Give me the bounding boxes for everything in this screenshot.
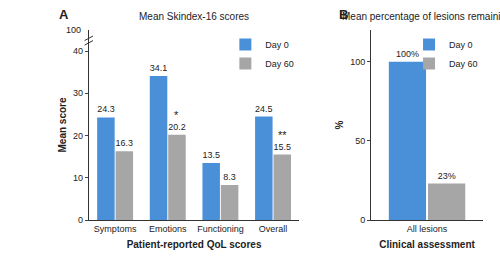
svg-text:100: 100	[350, 57, 365, 67]
svg-text:B: B	[339, 7, 348, 22]
svg-text:50: 50	[355, 136, 365, 146]
svg-text:15.5: 15.5	[274, 142, 291, 152]
svg-text:24.3: 24.3	[97, 104, 114, 114]
svg-text:Day 0: Day 0	[265, 40, 289, 50]
svg-text:20: 20	[73, 131, 83, 141]
svg-text:34.1: 34.1	[150, 63, 167, 73]
svg-text:Day 0: Day 0	[449, 40, 473, 50]
svg-text:A: A	[59, 7, 69, 22]
svg-text:30: 30	[73, 88, 83, 98]
svg-text:Mean percentage of lesions rem: Mean percentage of lesions remaining	[342, 11, 500, 22]
svg-text:*: *	[174, 109, 179, 121]
svg-text:23%: 23%	[438, 171, 456, 181]
svg-text:20.2: 20.2	[168, 122, 185, 132]
svg-text:Mean Skindex-16 scores: Mean Skindex-16 scores	[139, 11, 249, 22]
svg-text:Day 60: Day 60	[449, 59, 478, 69]
svg-text:100: 100	[66, 25, 81, 35]
svg-text:8.3: 8.3	[223, 172, 236, 182]
svg-text:0: 0	[360, 215, 365, 225]
svg-text:100%: 100%	[396, 49, 419, 59]
svg-text:24.5: 24.5	[255, 104, 272, 114]
svg-text:%: %	[334, 120, 345, 129]
svg-text:16.3: 16.3	[116, 138, 133, 148]
svg-text:Symptoms: Symptoms	[94, 224, 137, 234]
svg-text:Mean score: Mean score	[57, 97, 68, 152]
svg-text:10: 10	[73, 173, 83, 183]
svg-text:Patient-reported QoL scores: Patient-reported QoL scores	[127, 239, 262, 250]
svg-text:0: 0	[78, 215, 83, 225]
svg-text:All lesions: All lesions	[407, 224, 448, 234]
svg-text:**: **	[278, 129, 287, 141]
svg-text:40: 40	[73, 46, 83, 56]
svg-text:Overall: Overall	[259, 224, 288, 234]
svg-text:Emotions: Emotions	[149, 224, 187, 234]
svg-text:Functioning: Functioning	[197, 224, 244, 234]
svg-text:Clinical assessment: Clinical assessment	[379, 239, 475, 250]
svg-text:13.5: 13.5	[202, 150, 219, 160]
svg-text:Day 60: Day 60	[265, 59, 294, 69]
